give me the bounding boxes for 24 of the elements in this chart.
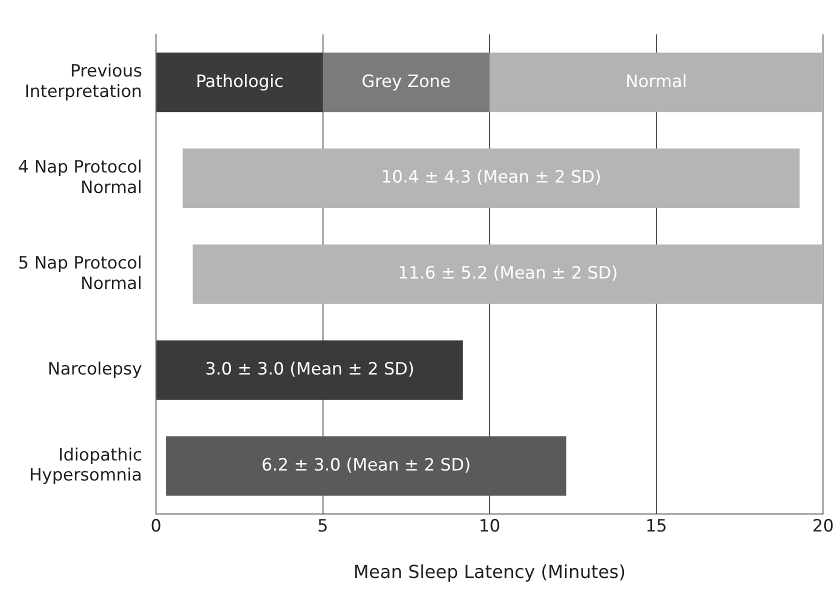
bar [156, 52, 323, 112]
series-label: Pathologic [196, 72, 284, 92]
series-label: Grey Zone [362, 72, 451, 92]
bar [182, 148, 800, 208]
series-label: Normal [626, 72, 688, 92]
bar [192, 244, 823, 304]
y-tick-label: 5 Nap Protocol Normal [18, 253, 142, 294]
bar [322, 52, 490, 112]
x-tick-label: 15 [645, 516, 668, 537]
y-tick-label: Narcolepsy [48, 360, 142, 380]
x-tick-label: 0 [150, 516, 162, 537]
annotation: 6.2 ± 3.0 (Mean ± 2 SD) [262, 455, 471, 476]
annotation: 10.4 ± 4.3 (Mean ± 2 SD) [381, 168, 602, 188]
annotation: 11.6 ± 5.2 (Mean ± 2 SD) [398, 264, 618, 284]
y-tick-label: Idiopathic Hypersomnia [29, 445, 142, 486]
y-tick-label: Previous Interpretation [24, 62, 142, 102]
x-tick-label: 5 [317, 516, 328, 537]
bar [156, 340, 463, 400]
x-tick-label: 10 [478, 516, 500, 537]
bar [490, 52, 823, 112]
annotation: 3.0 ± 3.0 (Mean ± 2 SD) [205, 360, 414, 380]
x-axis-title: Mean Sleep Latency (Minutes) [353, 562, 626, 583]
x-tick-label: 20 [812, 516, 834, 537]
y-tick-label: 4 Nap Protocol Normal [18, 158, 142, 198]
